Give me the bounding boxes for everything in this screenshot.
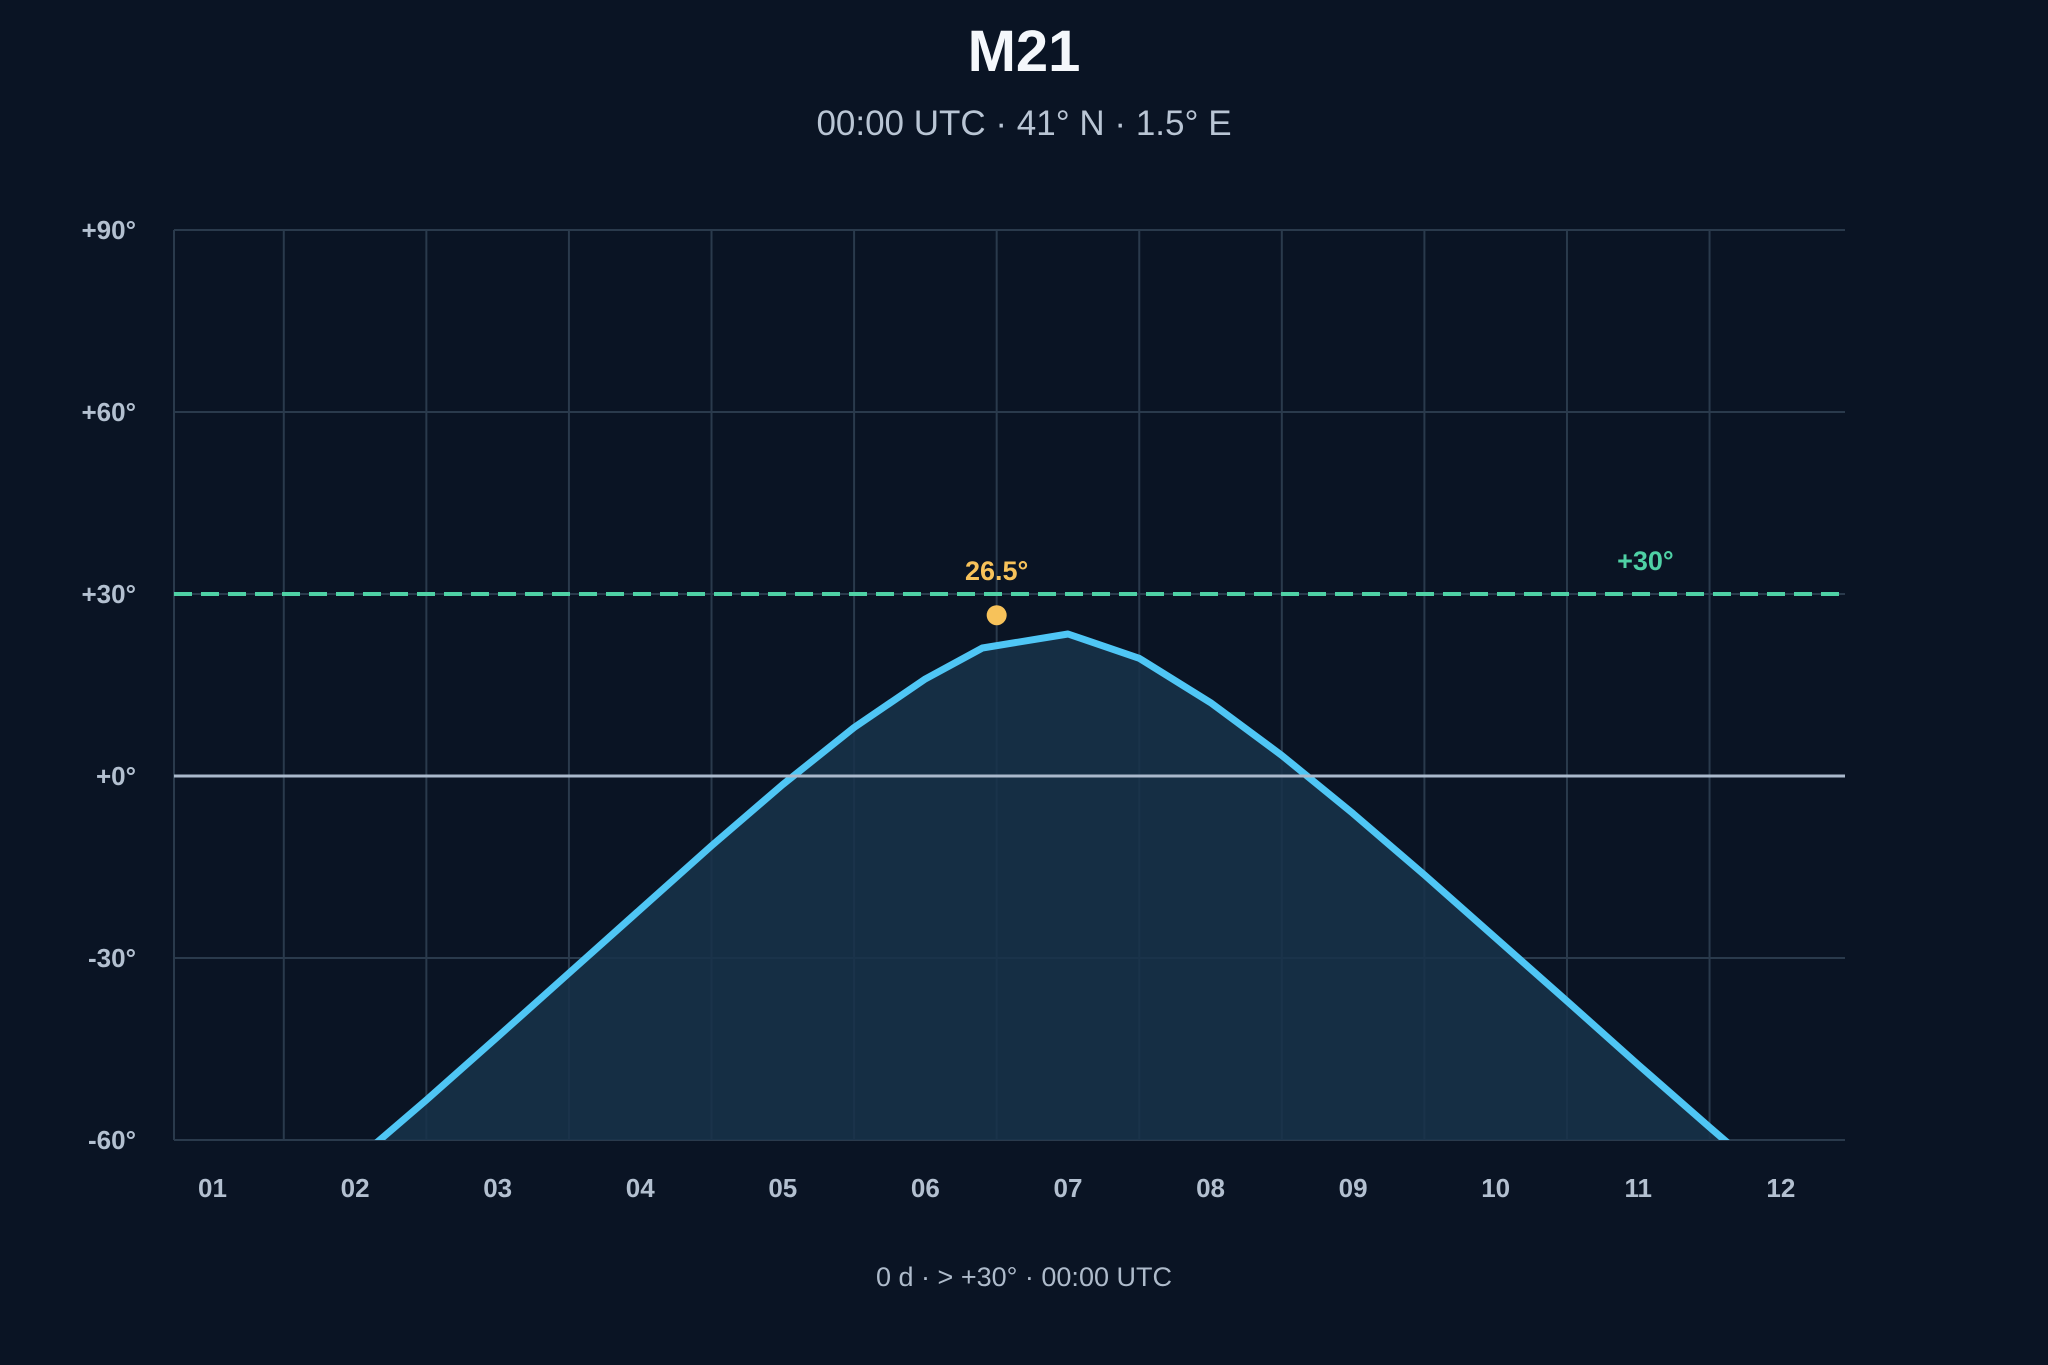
y-tick-label: +90° [81, 215, 136, 245]
x-tick-label: 03 [483, 1173, 512, 1203]
x-tick-label: 10 [1481, 1173, 1510, 1203]
area-layer [212, 630, 1845, 1140]
chart-title: M21 [967, 19, 1081, 84]
peak-marker [986, 605, 1007, 626]
x-tick-label: 12 [1766, 1173, 1795, 1203]
reference-lines: +30° [174, 546, 1845, 778]
y-tick-label: -60° [88, 1125, 136, 1155]
y-tick-label: +0° [96, 761, 136, 791]
x-tick-label: 11 [1625, 1173, 1653, 1203]
x-tick-label: 08 [1196, 1173, 1225, 1203]
y-tick-label: +30° [81, 579, 136, 609]
x-tick-label: 05 [768, 1173, 797, 1203]
x-tick-label: 04 [626, 1173, 655, 1203]
chart-subtitle: 00:00 UTC · 41° N · 1.5° E [816, 104, 1232, 143]
x-tick-label: 07 [1053, 1173, 1082, 1203]
axis-labels: +90° +60° +30° +0° -30° -60° 01 02 03 04 05 06 07 08 0… [81, 215, 1795, 1203]
peak-label: 26.5° [965, 556, 1028, 586]
chart-footer: 0 d · > +30° · 00:00 UTC [876, 1262, 1172, 1292]
threshold-label: +30° [1617, 546, 1674, 576]
x-tick-label: 02 [341, 1173, 370, 1203]
x-tick-label: 06 [911, 1173, 940, 1203]
y-tick-label: +60° [81, 397, 136, 427]
x-tick-label: 09 [1339, 1173, 1368, 1203]
x-tick-label: 01 [198, 1173, 227, 1203]
annotations: 26.5° [965, 556, 1028, 626]
altitude-curve [374, 630, 1730, 1140]
y-tick-label: -30° [88, 943, 136, 973]
altitude-area-fill [212, 634, 1845, 1140]
